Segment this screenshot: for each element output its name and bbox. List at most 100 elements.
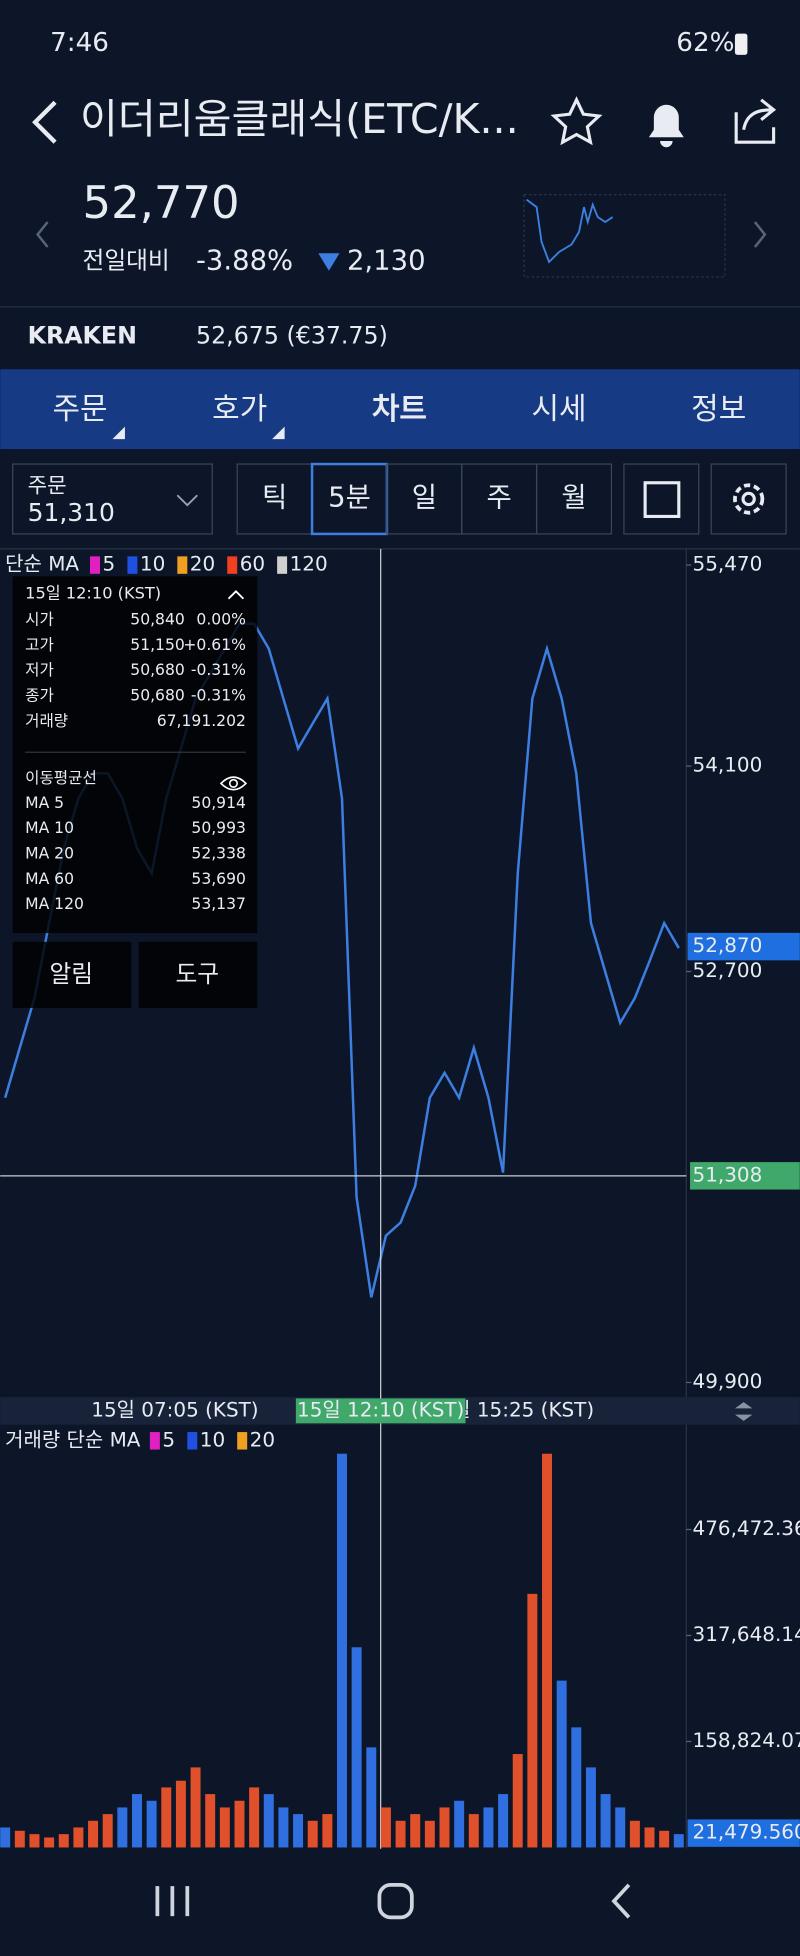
exchange-name: KRAKEN bbox=[28, 321, 137, 349]
volume-bar bbox=[161, 1787, 172, 1848]
tooltip-row-value: 50,840 bbox=[130, 610, 185, 628]
volume-bar bbox=[58, 1834, 69, 1848]
legend-swatch bbox=[127, 556, 138, 574]
volume-bar bbox=[556, 1680, 567, 1848]
volume-bar bbox=[454, 1800, 465, 1848]
crosshair-price-tag bbox=[690, 1162, 800, 1190]
legend-label: 120 bbox=[290, 552, 328, 576]
exchange-quote: 52,675 (€37.75) bbox=[196, 321, 388, 349]
tooltip-date: 15일 12:10 (KST) bbox=[25, 583, 161, 602]
interval-button[interactable] bbox=[535, 463, 613, 535]
legend-label: 20 bbox=[190, 552, 215, 576]
tool-button[interactable] bbox=[138, 941, 258, 1008]
tool-button-label[interactable]: 도구 bbox=[175, 960, 219, 988]
layout-button[interactable] bbox=[623, 463, 700, 535]
legend-label: 60 bbox=[240, 552, 265, 576]
dropdown-icon bbox=[176, 494, 198, 507]
tab[interactable]: 정보 bbox=[691, 392, 746, 427]
change-percent: -3.88% bbox=[196, 245, 293, 276]
sparkline-box bbox=[523, 193, 726, 278]
next-arrow[interactable] bbox=[753, 221, 767, 248]
tooltip-ma-title: 이동평균선 bbox=[25, 769, 97, 787]
y-tick-label: 476,472.367 bbox=[693, 1516, 800, 1540]
volume-legend-title: 거래량 단순 MA bbox=[5, 1427, 141, 1451]
volume-bar bbox=[424, 1820, 435, 1848]
y-tick-label: 158,824.072 bbox=[693, 1728, 800, 1752]
volume-bar bbox=[571, 1727, 582, 1848]
tab[interactable]: 차트 bbox=[372, 392, 427, 427]
interval-label[interactable]: 주 bbox=[487, 482, 512, 513]
sparkline bbox=[526, 198, 614, 264]
legend-swatch bbox=[149, 1432, 160, 1450]
tooltip-ma-value: 50,914 bbox=[191, 794, 246, 812]
tooltip-row-label: 고가 bbox=[25, 636, 54, 654]
tab[interactable]: 호가 bbox=[212, 392, 267, 427]
order-box[interactable] bbox=[12, 463, 213, 535]
gear-outer bbox=[733, 483, 765, 515]
resize-handle[interactable] bbox=[734, 1402, 753, 1421]
volume-bar bbox=[585, 1767, 596, 1848]
tooltip-row-change: -0.31% bbox=[191, 661, 246, 679]
tooltip-row-value: 50,680 bbox=[130, 686, 185, 704]
prev-arrow[interactable] bbox=[36, 221, 49, 248]
crosshair-time-label: 15일 12:10 (KST) bbox=[297, 1397, 464, 1421]
alarm-button[interactable] bbox=[648, 104, 684, 148]
volume-bar bbox=[468, 1814, 479, 1848]
volume-bar bbox=[542, 1453, 552, 1848]
volume-bar bbox=[44, 1837, 55, 1848]
interval-label[interactable]: 5분 bbox=[328, 482, 371, 513]
volume-bar bbox=[337, 1453, 347, 1848]
current-volume-tag bbox=[687, 1819, 800, 1847]
volume-bar bbox=[205, 1794, 216, 1848]
volume-bar bbox=[527, 1593, 538, 1848]
volume-bar bbox=[351, 1647, 362, 1848]
tooltip-row-label: 시가 bbox=[25, 610, 54, 628]
visibility-icon[interactable] bbox=[219, 776, 248, 791]
volume-bar bbox=[14, 1830, 25, 1848]
legend-swatch bbox=[227, 556, 238, 574]
tooltip-ma-value: 50,993 bbox=[191, 819, 246, 837]
back-button[interactable] bbox=[32, 100, 57, 144]
legend-label: 20 bbox=[250, 1427, 275, 1451]
legend-swatch bbox=[177, 556, 188, 574]
ma-legend-title: 단순 MA bbox=[5, 552, 79, 576]
interval-label[interactable]: 일 bbox=[412, 482, 437, 513]
recent-apps-button[interactable] bbox=[155, 1886, 190, 1917]
favorite-button[interactable] bbox=[550, 96, 603, 146]
volume-bar bbox=[673, 1834, 684, 1848]
tooltip-ma-label: MA 120 bbox=[25, 895, 84, 913]
interval-label[interactable]: 틱 bbox=[262, 482, 287, 513]
home-button[interactable] bbox=[377, 1883, 414, 1920]
tab[interactable]: 시세 bbox=[532, 392, 587, 427]
tooltip-row-label: 종가 bbox=[25, 686, 54, 704]
volume-bar bbox=[644, 1827, 655, 1848]
volume-bar bbox=[190, 1767, 201, 1848]
tab-dropdown-mark bbox=[112, 426, 125, 440]
tooltip-collapse[interactable] bbox=[227, 589, 245, 600]
tooltip-row-value: 50,680 bbox=[130, 661, 185, 679]
tool-button[interactable] bbox=[12, 941, 132, 1008]
back-nav-button[interactable] bbox=[611, 1883, 631, 1919]
tab[interactable]: 주문 bbox=[52, 392, 107, 427]
interval-label[interactable]: 월 bbox=[561, 482, 586, 513]
gear-inner bbox=[741, 491, 756, 507]
tooltip-ma-label: MA 60 bbox=[25, 870, 74, 888]
y-tick-label: 52,700 bbox=[693, 958, 763, 982]
crosshair-time-tag bbox=[295, 1398, 466, 1424]
volume-bar bbox=[307, 1820, 318, 1848]
tool-button-label[interactable]: 알림 bbox=[50, 960, 94, 988]
tooltip-ma-label: MA 10 bbox=[25, 819, 74, 837]
share-button[interactable] bbox=[734, 98, 777, 144]
change-label: 전일대비 bbox=[83, 246, 170, 274]
volume-bar bbox=[380, 1807, 391, 1848]
y-tick-label: 317,648.143 bbox=[693, 1622, 800, 1646]
tab-dropdown-mark bbox=[272, 426, 285, 440]
status-time: 7:46 bbox=[50, 28, 109, 58]
y-tick-label: 55,470 bbox=[693, 552, 763, 576]
settings-button[interactable] bbox=[710, 463, 787, 535]
crosshair-price-label: 51,308 bbox=[693, 1162, 763, 1186]
volume-bar bbox=[293, 1814, 304, 1848]
legend-label: 10 bbox=[140, 552, 165, 576]
